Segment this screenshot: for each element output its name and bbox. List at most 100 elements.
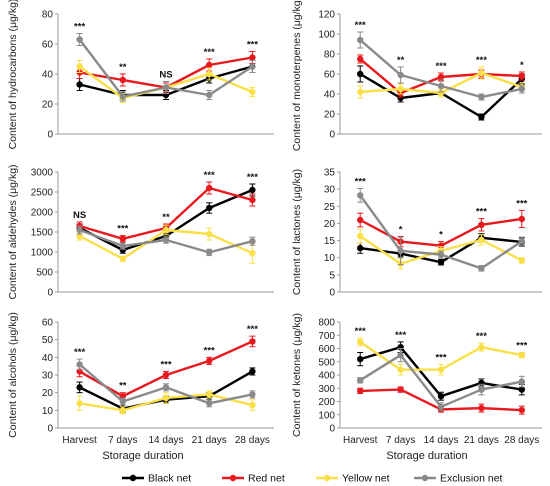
y-tick-label: 60 [42,40,54,51]
data-point [437,242,445,249]
data-point [518,238,525,245]
data-point [478,404,485,412]
data-point [397,247,404,255]
data-point [437,73,445,81]
y-tick-label: 0 [329,424,335,435]
data-point [397,366,404,373]
y-axis-title: Content of ketones (μg/kg) [291,313,303,437]
data-point [119,255,127,262]
series-exclusion-net [76,33,256,102]
data-point [76,384,83,391]
data-point [206,230,213,238]
y-tick-label: 35 [324,168,336,179]
data-point [518,257,525,264]
chart-panel-2: 0 20 40 60 80 100 120 Content of monoterpenes (… [291,0,542,151]
legend-marker [229,474,237,482]
chart-panel-4: 0 5 10 15 20 25 30 35 Content of lactones (μg/kg… [291,168,542,299]
series-exclusion-net [357,348,525,412]
y-tick-label: 15 [324,236,336,247]
y-axis-title: Content of lactones (μg/kg) [291,169,303,295]
data-point [478,113,485,121]
x-axis-title-left: Storage duration [102,450,183,462]
data-point [518,351,525,359]
significance-label: *** [204,345,215,356]
data-point [397,85,404,93]
data-point [357,192,364,199]
data-point [119,407,127,414]
series-yellow-net [76,224,256,264]
series-exclusion-net [76,225,256,257]
data-point [249,88,256,96]
chart-panel-1: 0 20 40 60 80 Content of hydrocarbons (μg/kg)… [7,0,274,149]
data-point [206,91,213,99]
data-point [206,391,213,398]
y-tick-label: 60 [324,70,336,81]
significance-label: *** [355,20,366,31]
x-tick-label: 7 days [386,435,415,446]
y-tick-label: 0 [47,130,53,141]
data-point [76,63,83,70]
significance-label: * [439,230,443,241]
significance-label: *** [160,359,171,370]
data-point [206,204,213,212]
legend-label: Red net [248,473,285,485]
y-tick-label: 20 [42,100,54,111]
y-tick-label: 80 [42,10,54,21]
data-point [206,61,213,69]
y-tick-label: 1000 [31,248,54,259]
series-exclusion-net [76,358,256,408]
y-tick-label: 10 [324,253,336,264]
data-point [437,89,445,97]
data-point [397,71,404,79]
y-tick-label: 60 [42,318,54,329]
significance-label: NS [159,70,172,81]
y-tick-label: 40 [42,353,54,364]
data-point [119,76,127,84]
data-point [518,386,525,393]
data-point [437,82,445,90]
y-axis-title: Content of aldehydes (μg/kg) [7,164,19,299]
chart-panel-6: 0 100 200 300 400 500 600 700 800 Harvest 7 days 14… [291,313,542,446]
data-point [249,186,256,194]
data-point [437,403,445,410]
data-point [357,70,364,78]
x-tick-label: 7 days [108,435,137,446]
data-point [357,338,364,346]
y-axis-title: Content of alcohols (μg/kg) [7,312,19,438]
significance-label: NS [73,210,86,221]
series-yellow-net [76,390,256,415]
data-point [518,378,525,385]
y-tick-label: 500 [36,268,53,279]
data-point [162,226,170,234]
data-point [437,251,445,258]
x-tick-label: 14 days [423,435,458,446]
significance-label: *** [204,170,215,181]
significance-label: *** [355,176,366,187]
x-tick-label: Harvest [343,435,378,446]
significance-label: *** [516,340,527,351]
data-point [76,81,83,88]
y-tick-label: 800 [318,318,335,329]
data-point [249,54,256,61]
significance-label: *** [395,330,406,341]
data-point [357,355,364,363]
significance-label: * [399,224,403,235]
significance-label: *** [247,40,258,51]
data-point [397,386,404,393]
y-tick-label: 2000 [31,208,54,219]
data-point [76,400,83,407]
significance-label: *** [476,331,487,342]
data-point [357,36,364,44]
data-point [478,386,485,393]
y-tick-label: 30 [324,185,336,196]
data-point [249,391,256,398]
y-tick-label: 80 [324,50,336,61]
y-tick-label: 120 [318,10,335,21]
series-black-net [357,341,525,401]
x-tick-label: 28 days [504,435,539,446]
data-point [119,235,127,242]
data-point [119,93,127,100]
significance-label: * [520,60,524,71]
y-tick-label: 50 [42,335,54,346]
